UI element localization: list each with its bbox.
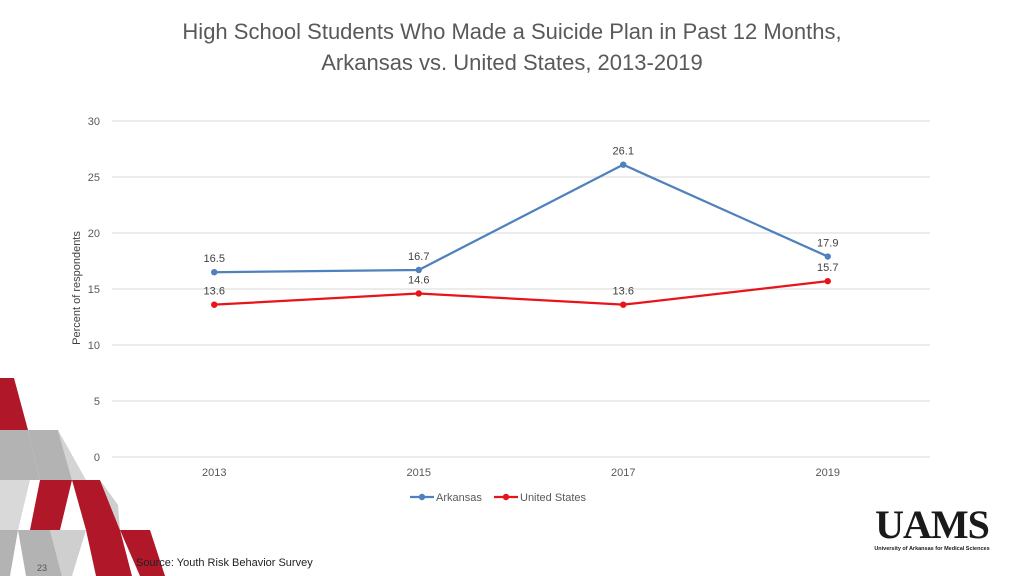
series-line <box>214 163 829 274</box>
chart-title-line-1: High School Students Who Made a Suicide … <box>182 19 842 44</box>
data-label: 13.6 <box>613 286 634 298</box>
decor-shape <box>120 530 165 576</box>
series-group: 16.5 16.7 26.1 17.9 13.6 14.6 13.6 15.7 <box>204 146 838 308</box>
decor-shape <box>0 378 28 430</box>
decor-shape <box>86 530 132 576</box>
data-point <box>620 301 627 308</box>
legend-item-arkansas: Arkansas <box>410 492 482 504</box>
data-label: 15.7 <box>817 262 838 274</box>
x-axis-ticks: 2013 2015 2017 2019 <box>202 467 840 479</box>
corner-decoration <box>0 378 165 576</box>
decor-shape <box>72 480 120 530</box>
data-point <box>211 269 218 276</box>
uams-logo: UAMS University of Arkansas for Medical … <box>868 502 996 553</box>
data-point <box>824 253 831 260</box>
legend-marker <box>502 493 510 501</box>
series-united-states: 13.6 14.6 13.6 15.7 <box>204 262 838 308</box>
legend-marker <box>418 493 426 501</box>
decor-shape <box>58 430 86 480</box>
decor-shape <box>50 530 86 576</box>
logo-text: UAMS <box>875 502 990 547</box>
decor-shape <box>0 430 40 480</box>
decor-shape <box>0 480 30 530</box>
x-tick-label-2013: 2013 <box>202 467 226 479</box>
decor-shape <box>30 480 72 530</box>
data-label: 13.6 <box>204 286 225 298</box>
source-note: Source: Youth Risk Behavior Survey <box>136 557 313 569</box>
y-tick-label-10: 10 <box>88 340 100 352</box>
series-line <box>214 280 828 306</box>
y-axis-label: Percent of respondents <box>71 231 83 345</box>
data-point <box>620 161 627 168</box>
data-label: 26.1 <box>613 146 634 158</box>
decor-shape <box>100 480 120 530</box>
legend: Arkansas United States <box>410 492 587 504</box>
y-tick-label-0: 0 <box>94 452 100 464</box>
decor-shape <box>18 530 62 576</box>
data-point <box>415 266 422 274</box>
x-tick-label-2017: 2017 <box>611 467 635 479</box>
y-axis-ticks: 0 5 10 15 20 25 30 <box>88 116 100 464</box>
data-label: 17.9 <box>817 238 838 250</box>
data-label: 16.7 <box>408 251 429 263</box>
legend-label: United States <box>520 492 587 504</box>
y-tick-label-5: 5 <box>94 396 100 408</box>
x-tick-label-2015: 2015 <box>407 467 431 479</box>
page-number: 23 <box>37 563 48 573</box>
chart-title: High School Students Who Made a Suicide … <box>0 16 1024 78</box>
legend-label: Arkansas <box>436 492 482 504</box>
logo-subtitle: University of Arkansas for Medical Scien… <box>874 546 990 552</box>
decor-shape <box>0 530 18 576</box>
y-tick-label-30: 30 <box>88 116 100 128</box>
decor-shape <box>28 430 72 480</box>
y-tick-label-20: 20 <box>88 228 100 240</box>
data-label: 14.6 <box>408 274 429 286</box>
data-label: 16.5 <box>204 253 225 265</box>
y-tick-label-15: 15 <box>88 284 100 296</box>
series-arkansas: 16.5 16.7 26.1 17.9 <box>204 146 838 276</box>
data-point <box>211 301 218 308</box>
chart-title-line-2: Arkansas vs. United States, 2013-2019 <box>321 50 703 75</box>
data-point <box>415 290 422 297</box>
legend-item-united-states: United States <box>494 492 587 504</box>
x-tick-label-2019: 2019 <box>816 467 840 479</box>
data-point <box>824 277 831 285</box>
gridlines <box>112 120 930 458</box>
y-tick-label-25: 25 <box>88 172 100 184</box>
